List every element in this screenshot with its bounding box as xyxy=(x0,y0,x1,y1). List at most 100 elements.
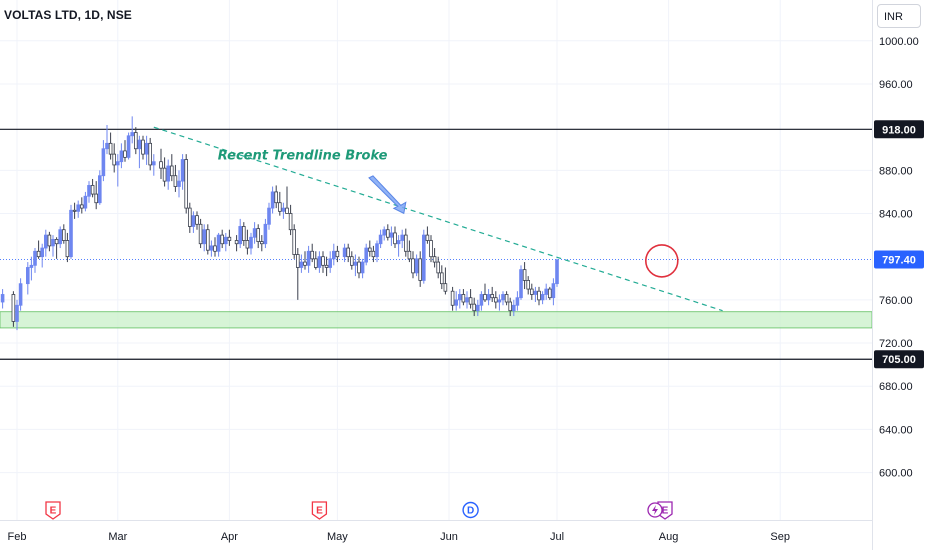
candle-body xyxy=(72,209,77,212)
candle-body xyxy=(493,297,498,303)
candle-body xyxy=(551,283,556,299)
candle xyxy=(36,240,41,259)
candle xyxy=(310,243,314,263)
currency-button[interactable]: INR xyxy=(877,4,921,28)
candle xyxy=(169,154,174,182)
candle xyxy=(425,226,430,244)
candle-body xyxy=(425,234,430,241)
candle xyxy=(313,251,318,270)
candle xyxy=(403,228,408,257)
time-tick-label: Mar xyxy=(108,531,127,543)
candle-body xyxy=(454,299,458,306)
candle xyxy=(0,289,5,309)
candle-body xyxy=(162,167,167,182)
candle xyxy=(267,202,271,230)
candle-body xyxy=(501,294,505,301)
price-tick-label: 960.00 xyxy=(879,79,913,91)
candle-body xyxy=(540,294,545,301)
candle-body xyxy=(216,234,221,252)
candle xyxy=(479,291,484,311)
candle xyxy=(202,224,207,252)
candle xyxy=(162,157,167,187)
candle xyxy=(15,299,19,331)
event-marker-e[interactable]: E xyxy=(311,501,328,520)
candle-body xyxy=(76,204,81,212)
candle xyxy=(65,232,70,263)
candle xyxy=(407,240,412,263)
candle xyxy=(144,135,149,165)
price-axis[interactable]: 1000.00 960.00 880.00 840.00 760.00 720.00 680… xyxy=(872,0,925,550)
candle xyxy=(450,286,455,311)
candle-body xyxy=(249,236,253,249)
price-level-label: 918.00 xyxy=(882,124,916,136)
candle xyxy=(295,248,300,300)
price-level-tag[interactable] xyxy=(874,120,924,139)
candle xyxy=(148,137,153,171)
candle xyxy=(360,258,365,279)
candle xyxy=(105,124,109,155)
price-level-label: 797.40 xyxy=(882,254,916,266)
candle xyxy=(483,283,487,303)
candle-body xyxy=(389,232,394,238)
candle xyxy=(33,248,37,273)
candle xyxy=(418,251,422,287)
candle xyxy=(393,226,397,249)
candle xyxy=(501,291,505,306)
event-marker-d[interactable]: D xyxy=(462,501,479,519)
candle-body xyxy=(544,288,548,295)
candle-body xyxy=(393,232,397,245)
candle xyxy=(421,229,426,284)
candle-body xyxy=(47,234,52,247)
candle xyxy=(29,256,34,281)
candle-body xyxy=(533,290,538,295)
candle-body xyxy=(274,191,278,204)
time-tick-label: Sep xyxy=(770,531,790,543)
candle xyxy=(472,297,476,317)
candle xyxy=(220,229,225,249)
candle xyxy=(533,286,538,303)
candle-body xyxy=(44,234,48,249)
candle-body xyxy=(54,239,59,245)
candle-body xyxy=(375,243,379,258)
candle xyxy=(512,299,516,317)
candle-body xyxy=(346,247,350,258)
candle xyxy=(382,226,386,241)
candle xyxy=(40,243,44,268)
price-level-tag[interactable] xyxy=(874,250,924,269)
candle-body xyxy=(144,142,149,155)
candle xyxy=(346,243,350,263)
candle-body xyxy=(58,229,62,245)
time-tick-label: Jul xyxy=(550,531,564,543)
candle-body xyxy=(353,261,358,266)
time-axis[interactable]: Feb Mar Apr May Jun Jul Aug Sep xyxy=(0,520,872,544)
candle xyxy=(436,256,440,279)
candle xyxy=(51,235,55,257)
price-level-tag[interactable] xyxy=(874,350,924,369)
candle-body xyxy=(504,294,509,303)
candle-body xyxy=(530,288,534,295)
candle-body xyxy=(137,139,142,150)
candle xyxy=(259,235,264,252)
candle xyxy=(468,289,473,309)
candle-body xyxy=(90,185,95,195)
candle-body xyxy=(169,165,174,177)
split-marker[interactable] xyxy=(647,502,663,518)
candle xyxy=(187,202,192,233)
event-marker-e[interactable]: E xyxy=(45,501,61,520)
candle-body xyxy=(396,240,401,245)
candle-body xyxy=(421,234,426,281)
candle xyxy=(249,232,253,255)
candle xyxy=(375,240,379,263)
lightning-icon xyxy=(652,505,658,515)
candle-body xyxy=(288,213,293,231)
candle-body xyxy=(36,250,41,258)
candle xyxy=(205,224,210,255)
candle xyxy=(414,254,419,277)
price-tick-label: 600.00 xyxy=(879,468,913,480)
candle xyxy=(108,132,113,160)
candle-body xyxy=(238,226,243,245)
candle-body xyxy=(313,258,318,268)
price-tick-label: 880.00 xyxy=(879,165,913,177)
